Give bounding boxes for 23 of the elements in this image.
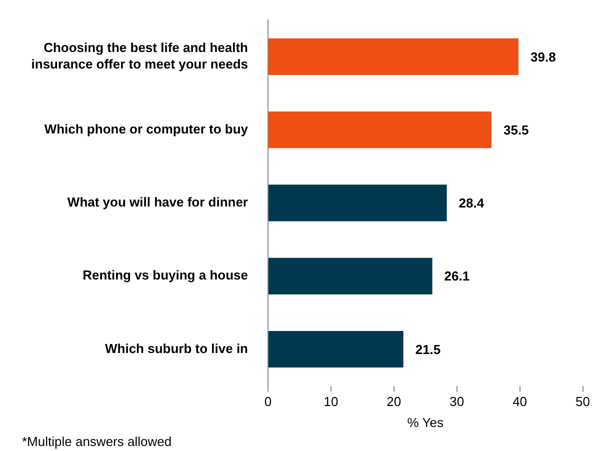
text: *Multiple answers allowed: [22, 434, 172, 450]
bar: [268, 258, 432, 294]
y-tick-label: Which phone or computer to buy: [44, 121, 249, 136]
bar: [268, 112, 492, 148]
x-tick-label: 40: [512, 394, 528, 410]
data-label: 28.4: [458, 196, 485, 211]
y-tick-label: What you will have for dinner: [67, 194, 248, 210]
x-tick-label: 20: [386, 394, 402, 410]
x-tick-label: 10: [324, 394, 338, 410]
data-label: 35.5: [503, 122, 529, 138]
data-label: 21.5: [415, 342, 441, 357]
y-tick-label: Renting vs buying a house: [82, 268, 248, 283]
x-tick-label: 50: [576, 394, 590, 410]
y-tick-label: Which suburb to live in: [105, 340, 248, 356]
bar: [268, 38, 519, 75]
bar: [268, 184, 447, 222]
y-tick-label: Choosing the best life and health insurance offer to meet your needs: [31, 40, 248, 72]
x-tick-label: 30: [450, 394, 464, 410]
data-label: 26.1: [444, 268, 470, 284]
x-axis-title: % Yes: [407, 414, 444, 430]
x-tick-label: 0: [264, 394, 272, 410]
bar: [268, 330, 404, 368]
data-label: 39.8: [530, 49, 556, 64]
